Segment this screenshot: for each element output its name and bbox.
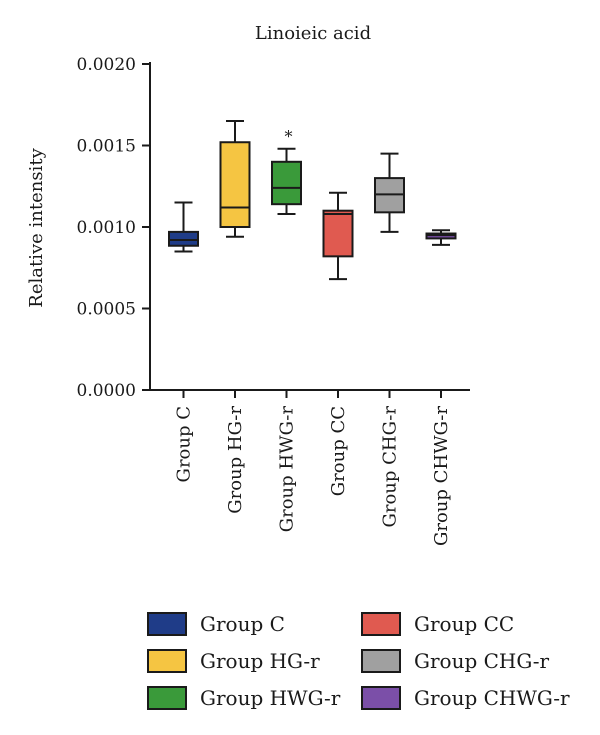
box-3: *	[271, 127, 302, 215]
box-iqr	[271, 160, 302, 206]
x-tick-label: Group HWG-r	[277, 406, 298, 533]
x-tick-label: Group CC	[328, 406, 349, 496]
legend: Group C Group HG-r Group HWG-r Group CC Grou…	[147, 612, 570, 710]
y-tick-label: 0.0000	[77, 381, 136, 401]
box-4	[322, 191, 354, 281]
legend-swatch	[361, 612, 401, 636]
y-ticks: 0.0000 0.0005 0.0010 0.0015 0.0020	[77, 55, 150, 401]
legend-item: Group CHG-r	[361, 649, 549, 673]
y-tick-label: 0.0015	[77, 137, 136, 157]
box-iqr	[168, 230, 199, 247]
x-tick-label: Group C	[174, 406, 195, 482]
chart-title: Linoieic acid	[255, 23, 371, 44]
y-tick-label: 0.0005	[77, 300, 136, 320]
legend-swatch	[361, 649, 401, 673]
y-axis-label: Relative intensity	[26, 147, 47, 307]
box-2	[219, 120, 251, 238]
legend-label: Group HG-r	[200, 649, 320, 673]
box-iqr	[322, 209, 354, 258]
legend-item: Group HG-r	[147, 649, 320, 673]
axes	[149, 62, 470, 391]
box-iqr	[219, 141, 251, 229]
x-tick-label: Group CHG-r	[380, 406, 401, 528]
legend-swatch	[361, 686, 401, 710]
y-tick-label: 0.0010	[77, 218, 136, 238]
x-ticks: Group C Group HG-r Group HWG-r Group CC Grou…	[174, 390, 452, 546]
x-tick-label: Group HG-r	[225, 406, 246, 514]
legend-item: Group CC	[361, 612, 514, 636]
box-1	[168, 201, 199, 253]
legend-item: Group C	[147, 612, 285, 636]
legend-label: Group CHG-r	[414, 649, 549, 673]
legend-label: Group C	[200, 612, 285, 636]
legend-swatch	[147, 612, 187, 636]
boxes: *	[168, 120, 457, 281]
y-tick-label: 0.0020	[77, 55, 136, 75]
x-tick-label: Group CHWG-r	[431, 406, 452, 546]
legend-swatch	[147, 649, 187, 673]
legend-label: Group CC	[414, 612, 514, 636]
box-6	[425, 229, 457, 246]
significance-marker: *	[285, 127, 293, 146]
box-5	[374, 152, 405, 233]
legend-label: Group CHWG-r	[414, 686, 570, 710]
legend-item: Group HWG-r	[147, 686, 341, 710]
legend-swatch	[147, 686, 187, 710]
legend-label: Group HWG-r	[200, 686, 341, 710]
legend-item: Group CHWG-r	[361, 686, 570, 710]
